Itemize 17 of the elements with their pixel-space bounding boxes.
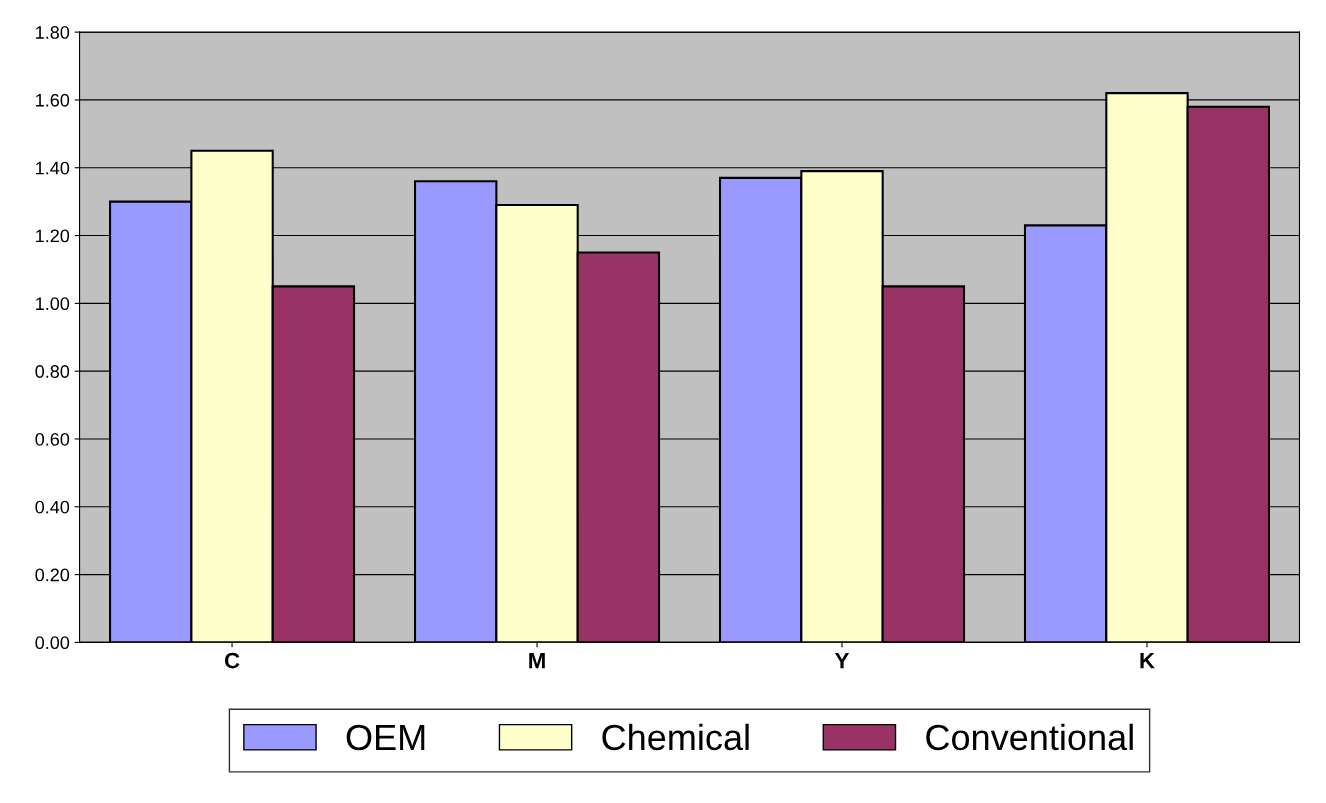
y-tick-label: 0.40 (35, 500, 70, 514)
y-tick-label: 0.00 (35, 636, 70, 650)
y-tick-label: 1.60 (36, 93, 70, 107)
x-tick-label: K (1140, 652, 1155, 669)
x-tick-label: M (529, 652, 545, 669)
y-tick-label: 1.40 (36, 161, 70, 175)
y-tick-label: 0.60 (35, 432, 70, 446)
legend-label: Chemical (602, 723, 749, 751)
y-tick-label: 1.00 (36, 297, 70, 311)
y-tick-label: 1.20 (36, 229, 70, 243)
y-tick-label: 0.20 (35, 568, 70, 582)
legend-label: OEM (346, 724, 425, 751)
x-tick-label: C (224, 652, 240, 669)
x-tick-label: Y (834, 652, 850, 669)
y-tick-label: 0.80 (35, 365, 70, 378)
y-tick-label: 1.80 (36, 26, 70, 39)
legend-label: Conventional (926, 723, 1133, 751)
